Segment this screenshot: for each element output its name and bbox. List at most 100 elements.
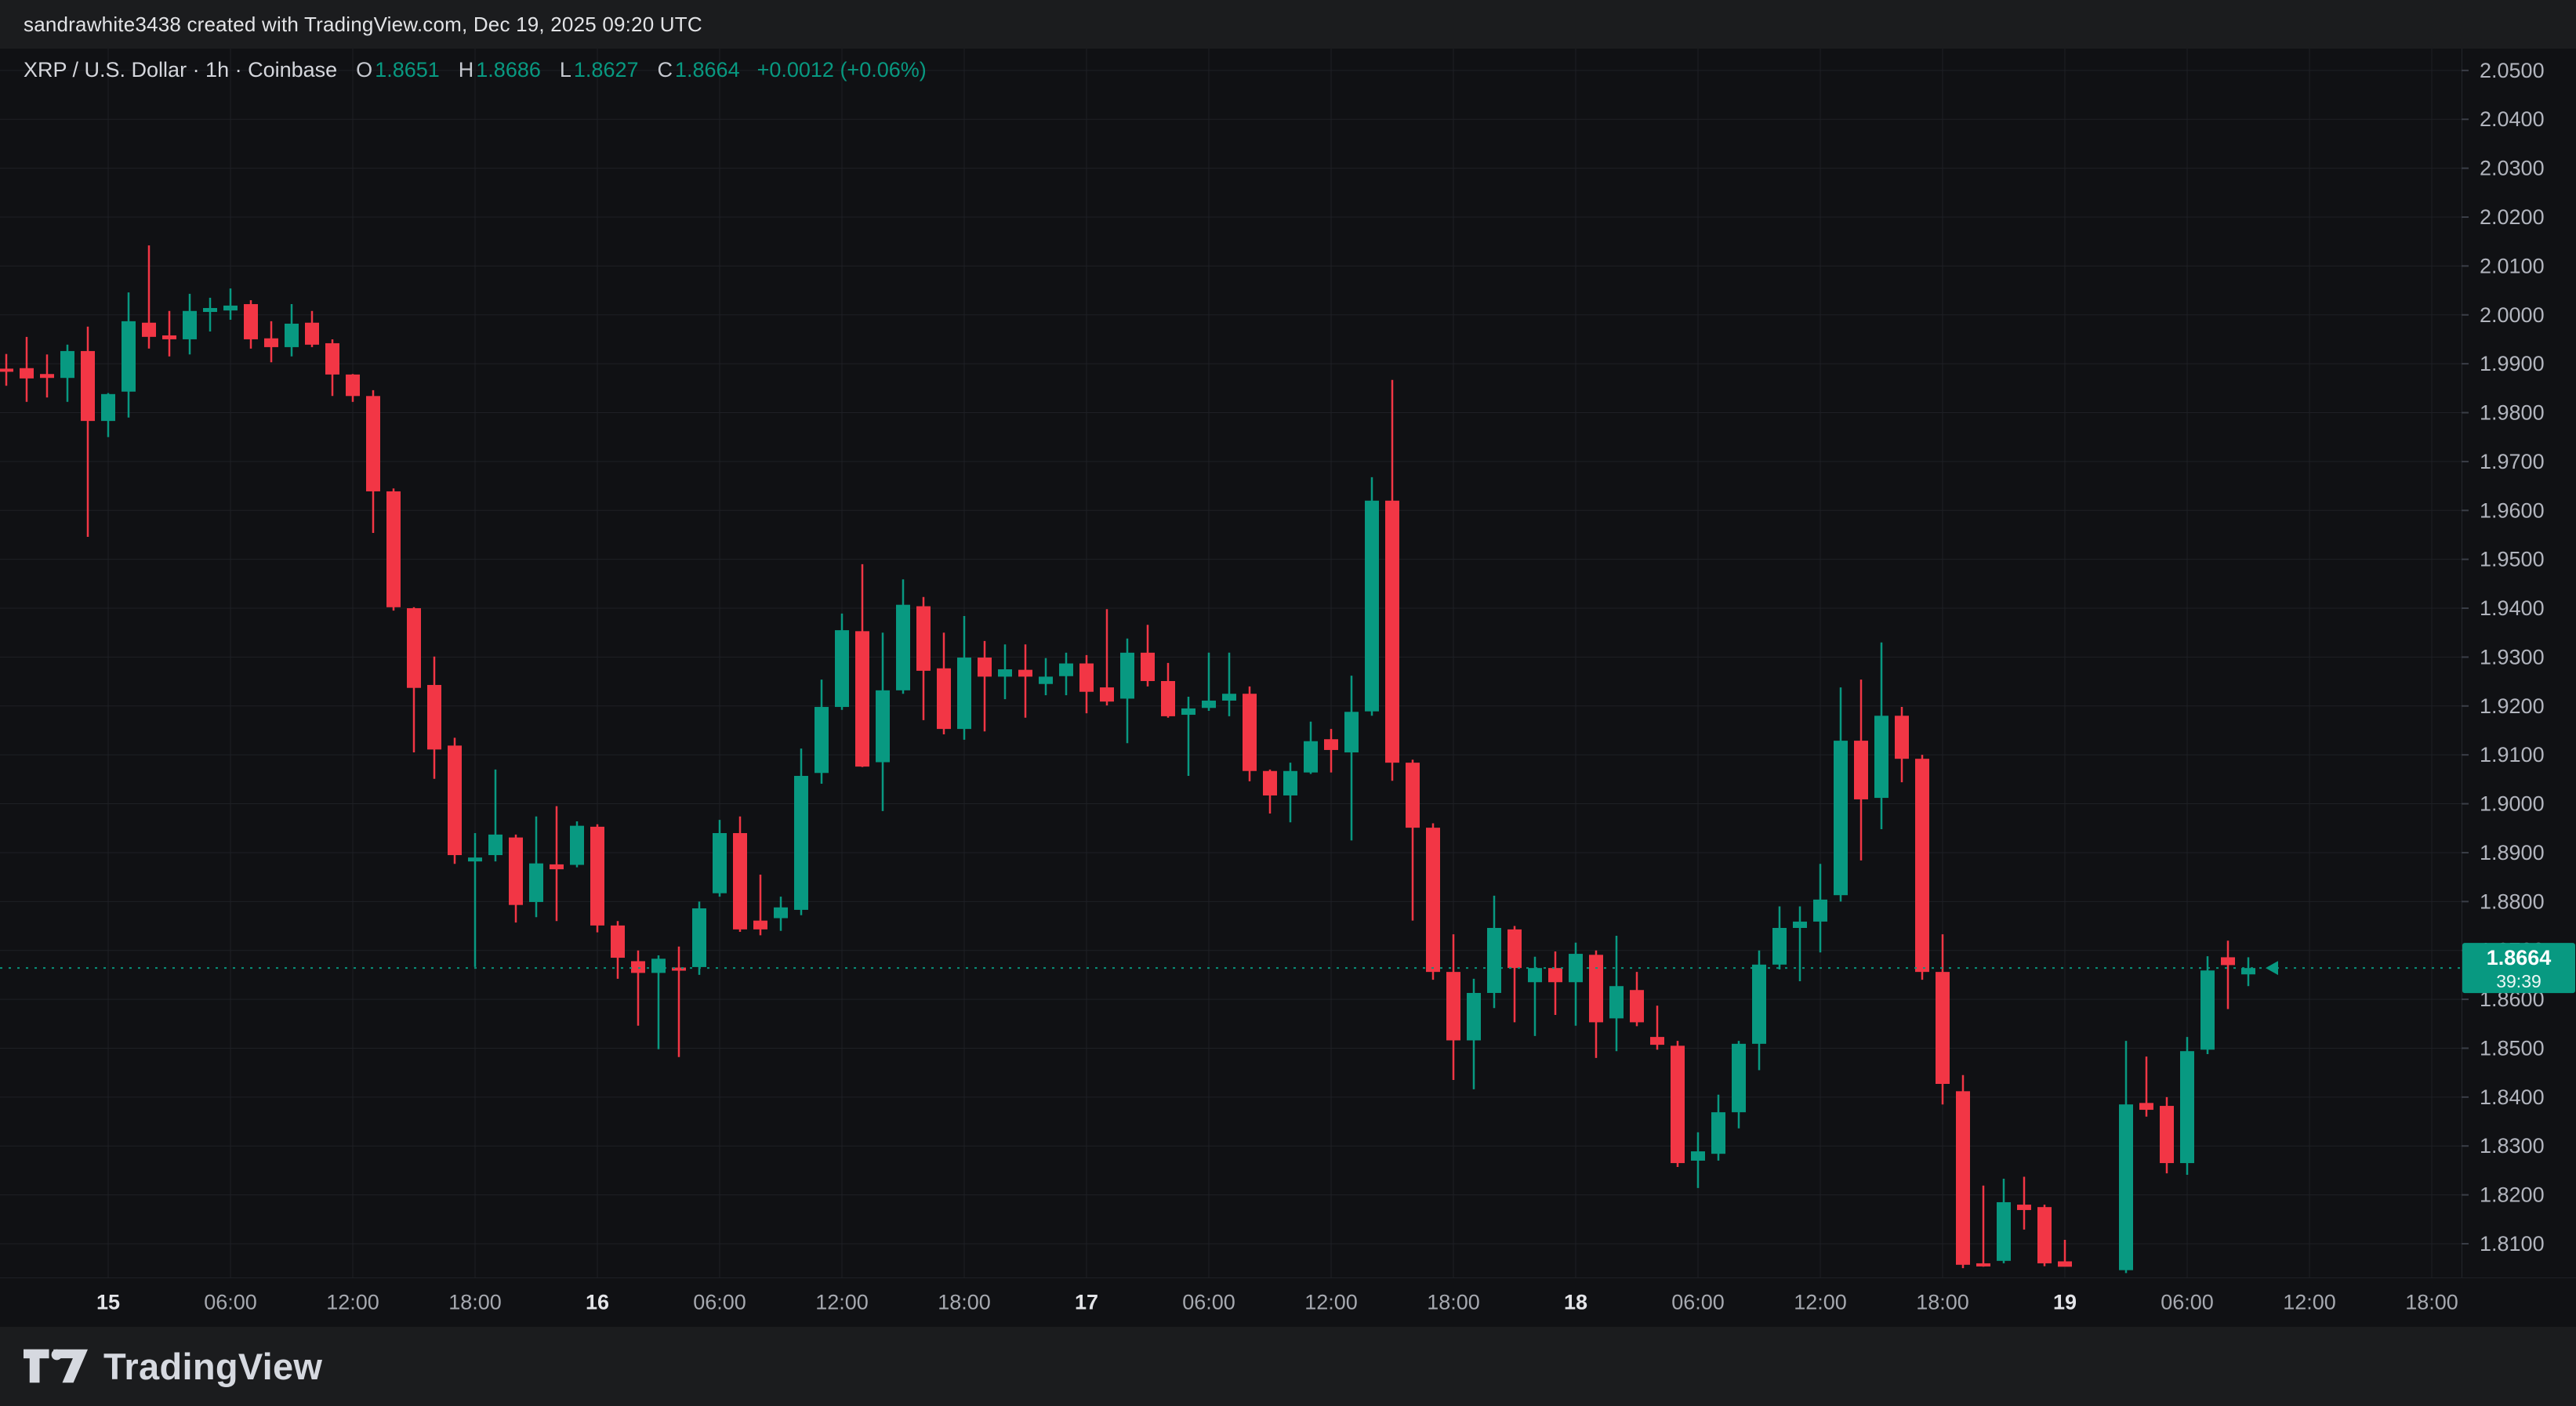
candle-body bbox=[1691, 1151, 1705, 1161]
time-tick-label: 06:00 bbox=[204, 1290, 257, 1314]
candle bbox=[1813, 864, 1827, 953]
candle bbox=[142, 245, 156, 349]
candle bbox=[20, 336, 34, 402]
candle bbox=[835, 613, 849, 710]
candle-body bbox=[1834, 741, 1848, 896]
candle-body bbox=[794, 776, 808, 910]
candle-body bbox=[0, 368, 13, 372]
price-tick-label: 1.8200 bbox=[2480, 1183, 2545, 1207]
price-tick-label: 1.9600 bbox=[2480, 498, 2545, 522]
candle bbox=[305, 310, 319, 347]
candle-body bbox=[1487, 928, 1501, 993]
time-axis[interactable]: 15 06:00 12:00 18:00 16 06:00 12:00 18:00 17 06:0… bbox=[0, 1277, 2576, 1327]
candle bbox=[1528, 956, 1542, 1036]
candle bbox=[203, 297, 217, 332]
candle bbox=[1446, 934, 1460, 1081]
time-tick-label: 18:00 bbox=[938, 1290, 991, 1314]
candle bbox=[2180, 1037, 2194, 1176]
candle-body bbox=[1141, 652, 1155, 681]
candle bbox=[1344, 676, 1359, 841]
candle bbox=[183, 293, 197, 355]
candle bbox=[468, 832, 482, 967]
candle-body bbox=[264, 338, 278, 347]
candle-body bbox=[1120, 652, 1134, 699]
candle-body bbox=[2200, 970, 2215, 1050]
candle bbox=[550, 806, 564, 922]
candle-body bbox=[1426, 828, 1440, 973]
symbol-title: XRP / U.S. Dollar · 1h · Coinbase bbox=[24, 58, 338, 82]
candle bbox=[2017, 1176, 2031, 1230]
open-label: O bbox=[356, 58, 373, 82]
candle bbox=[2241, 957, 2255, 987]
price-tick-label: 1.8300 bbox=[2480, 1134, 2545, 1158]
candle-body bbox=[2221, 957, 2235, 966]
candle bbox=[1732, 1041, 1746, 1129]
candle-body bbox=[1528, 968, 1542, 983]
tradingview-wordmark[interactable]: TradingView bbox=[103, 1345, 323, 1387]
candle-body bbox=[1752, 964, 1766, 1044]
candle bbox=[1161, 662, 1175, 718]
candle-body bbox=[1243, 694, 1257, 771]
candle-body bbox=[1039, 676, 1053, 684]
candle bbox=[713, 820, 727, 897]
candlestick-chart[interactable]: 2.0500 2.0400 2.0300 2.0200 2.0100 2.0000 1.99… bbox=[0, 49, 2576, 1277]
candle-body bbox=[611, 925, 625, 958]
candle bbox=[60, 344, 74, 402]
price-scale[interactable]: 2.0500 2.0400 2.0300 2.0200 2.0100 2.0000 1.99… bbox=[2462, 49, 2545, 1277]
candle-body bbox=[2017, 1205, 2031, 1210]
last-price-label-bg bbox=[2462, 943, 2575, 994]
candle bbox=[2160, 1096, 2174, 1174]
candle bbox=[509, 834, 523, 923]
candle bbox=[1079, 654, 1094, 714]
time-tick-label: 18:00 bbox=[2405, 1290, 2458, 1314]
candle bbox=[264, 321, 278, 363]
candle-body bbox=[1997, 1201, 2011, 1261]
candle-body bbox=[1304, 741, 1318, 773]
candle bbox=[1181, 696, 1195, 777]
candle bbox=[611, 921, 625, 979]
candle-body bbox=[2119, 1104, 2133, 1270]
candle bbox=[346, 374, 360, 402]
price-tick-label: 1.8100 bbox=[2480, 1232, 2545, 1256]
candle bbox=[1691, 1132, 1705, 1188]
candle bbox=[1711, 1094, 1725, 1161]
candle bbox=[1039, 658, 1053, 696]
candle bbox=[570, 821, 584, 868]
price-tick-label: 2.0200 bbox=[2480, 205, 2545, 229]
candle bbox=[1467, 978, 1481, 1089]
candle bbox=[1263, 769, 1277, 814]
last-price-value: 1.8664 bbox=[2487, 946, 2552, 969]
candle-body bbox=[978, 658, 992, 677]
candle bbox=[529, 816, 543, 918]
time-tick-label: 12:00 bbox=[1794, 1290, 1847, 1314]
candle-body bbox=[1956, 1091, 1970, 1265]
candle bbox=[1609, 935, 1624, 1052]
candle-body bbox=[448, 745, 462, 856]
chart-area[interactable]: 2.0500 2.0400 2.0300 2.0200 2.0100 2.0000 1.99… bbox=[0, 49, 2576, 1327]
candle bbox=[101, 393, 115, 437]
candle bbox=[1487, 895, 1501, 1009]
candle bbox=[2139, 1056, 2153, 1117]
candle bbox=[0, 353, 13, 386]
candle bbox=[1202, 652, 1216, 712]
tradingview-logo-icon[interactable] bbox=[24, 1349, 88, 1383]
candle-body bbox=[2139, 1103, 2153, 1111]
candle bbox=[366, 390, 380, 533]
candle-body bbox=[223, 305, 238, 311]
candle-body bbox=[40, 374, 54, 379]
candle-body bbox=[1181, 708, 1195, 716]
candle-body bbox=[1609, 986, 1624, 1019]
candle-body bbox=[1385, 500, 1399, 763]
candle-body bbox=[203, 308, 217, 313]
candle-body bbox=[101, 393, 115, 422]
candle bbox=[1548, 951, 1562, 1016]
candle-body bbox=[183, 310, 197, 339]
candle-body bbox=[753, 920, 767, 929]
time-tick-label: 06:00 bbox=[693, 1290, 746, 1314]
candle bbox=[916, 596, 931, 720]
time-tick-label: 18 bbox=[1563, 1290, 1588, 1314]
change-value: +0.0012 (+0.06%) bbox=[756, 58, 927, 82]
candle bbox=[1793, 906, 1807, 981]
candle-body bbox=[590, 826, 604, 926]
